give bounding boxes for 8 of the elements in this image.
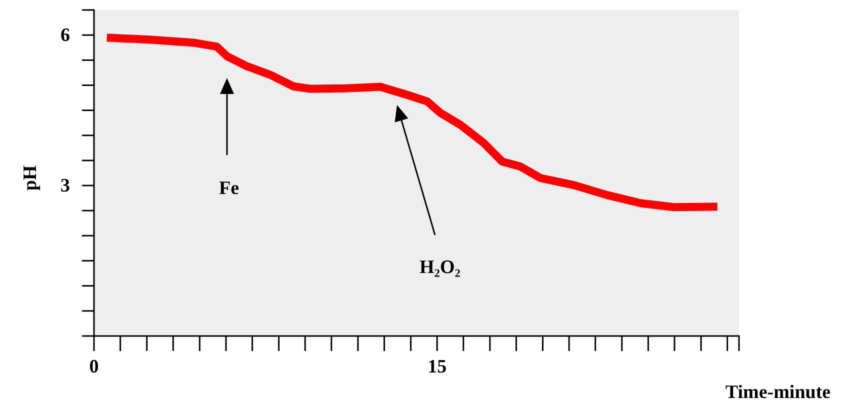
annotation: H₂O₂ <box>420 257 461 278</box>
x-tick-label: 0 <box>89 356 99 378</box>
annotation: Fe <box>218 178 240 199</box>
x-axis-title: Time-minute <box>725 382 831 403</box>
x-tick-label: 15 <box>428 356 447 378</box>
y-axis-title: pH <box>20 165 41 191</box>
y-tick-label: 6 <box>60 25 70 46</box>
y-tick-label: 3 <box>60 176 70 197</box>
